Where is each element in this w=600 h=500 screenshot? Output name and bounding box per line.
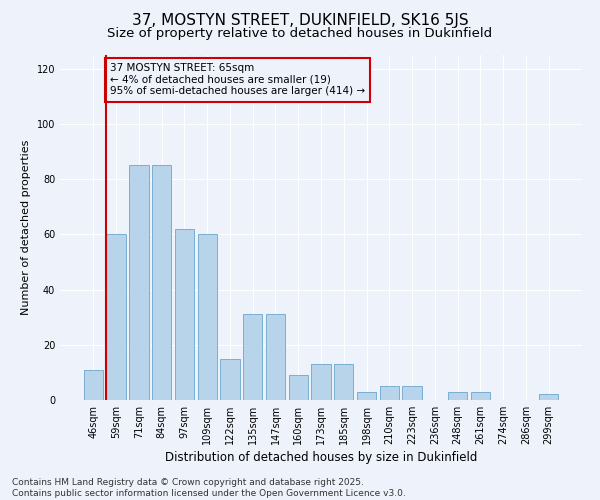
Bar bbox=[311, 364, 331, 400]
Text: 37 MOSTYN STREET: 65sqm
← 4% of detached houses are smaller (19)
95% of semi-det: 37 MOSTYN STREET: 65sqm ← 4% of detached… bbox=[110, 64, 365, 96]
Bar bbox=[84, 370, 103, 400]
Bar bbox=[129, 166, 149, 400]
Bar bbox=[152, 166, 172, 400]
Bar bbox=[289, 375, 308, 400]
Bar bbox=[470, 392, 490, 400]
X-axis label: Distribution of detached houses by size in Dukinfield: Distribution of detached houses by size … bbox=[165, 451, 477, 464]
Bar bbox=[403, 386, 422, 400]
Text: 37, MOSTYN STREET, DUKINFIELD, SK16 5JS: 37, MOSTYN STREET, DUKINFIELD, SK16 5JS bbox=[131, 12, 469, 28]
Bar bbox=[266, 314, 285, 400]
Bar bbox=[106, 234, 126, 400]
Bar bbox=[357, 392, 376, 400]
Bar bbox=[334, 364, 353, 400]
Text: Size of property relative to detached houses in Dukinfield: Size of property relative to detached ho… bbox=[107, 28, 493, 40]
Bar bbox=[197, 234, 217, 400]
Y-axis label: Number of detached properties: Number of detached properties bbox=[21, 140, 31, 315]
Bar bbox=[448, 392, 467, 400]
Bar bbox=[539, 394, 558, 400]
Bar bbox=[220, 358, 239, 400]
Bar bbox=[243, 314, 262, 400]
Bar bbox=[380, 386, 399, 400]
Bar bbox=[175, 229, 194, 400]
Text: Contains HM Land Registry data © Crown copyright and database right 2025.
Contai: Contains HM Land Registry data © Crown c… bbox=[12, 478, 406, 498]
